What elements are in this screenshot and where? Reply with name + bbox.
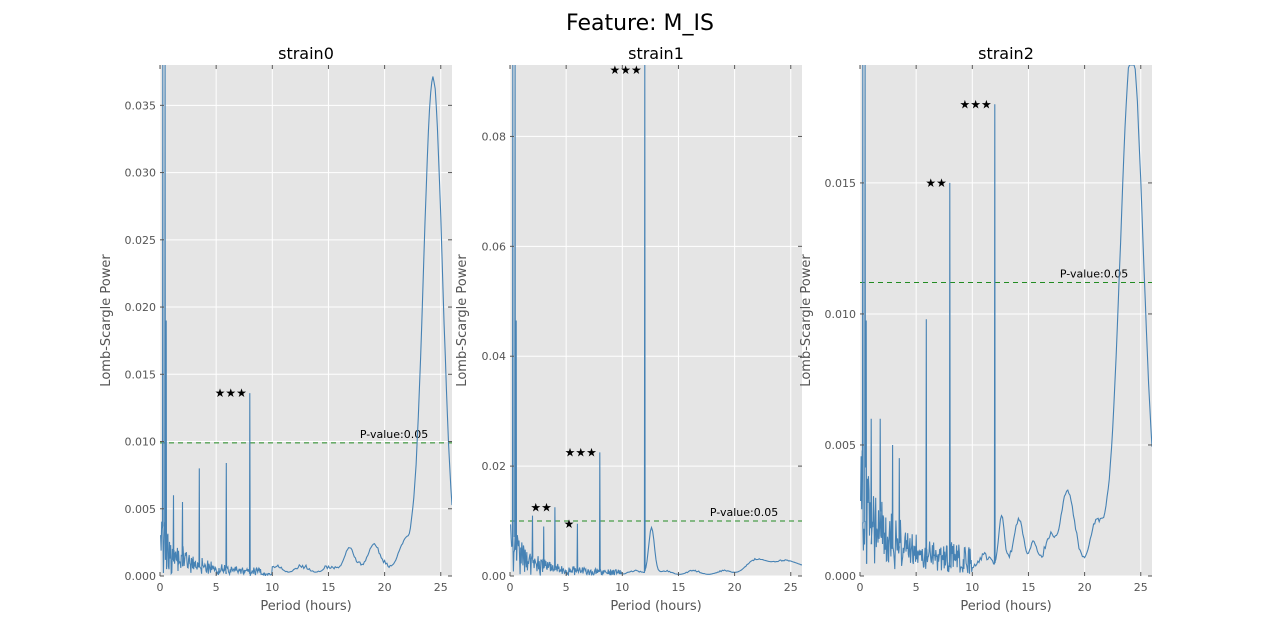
spectrum-line xyxy=(510,65,802,576)
x-tick-label: 25 xyxy=(1134,581,1148,594)
significance-stars: ★ xyxy=(564,517,575,531)
y-tick-label: 0.020 xyxy=(125,301,157,314)
threshold-label: P-value:0.05 xyxy=(710,506,778,519)
x-tick-label: 15 xyxy=(321,581,335,594)
panels: P-value:0.05★★★0 5 10 15 20 250.0000.0050.010… xyxy=(99,44,1152,614)
y-tick-label: 0.06 xyxy=(482,240,507,253)
threshold-label: P-value:0.05 xyxy=(360,428,428,441)
y-tick-label: 0.005 xyxy=(125,503,157,516)
y-tick-label: 0.015 xyxy=(125,368,157,381)
panel-title: strain0 xyxy=(278,44,334,63)
y-axis-label: Lomb-Scargle Power xyxy=(99,254,114,387)
x-tick-label: 15 xyxy=(671,581,685,594)
y-axis-label: Lomb-Scargle Power xyxy=(455,254,470,387)
y-tick-label: 0.00 xyxy=(482,570,507,583)
y-tick-label: 0.015 xyxy=(825,177,857,190)
y-tick-label: 0.025 xyxy=(125,234,157,247)
plot-area xyxy=(860,65,1152,576)
panel-strain2: P-value:0.05★★★★★0 5 10 15 20 250.0000.0050.0… xyxy=(799,44,1152,614)
y-tick-label: 0.000 xyxy=(125,570,157,583)
y-tick-label: 0.035 xyxy=(125,99,157,112)
x-tick-label: 10 xyxy=(965,581,979,594)
x-tick-label: 0 xyxy=(507,581,514,594)
y-tick-label: 0.02 xyxy=(482,460,507,473)
significance-stars: ★★ xyxy=(530,500,552,514)
x-tick-label: 25 xyxy=(434,581,448,594)
x-tick-label: 5 xyxy=(563,581,570,594)
panel-title: strain2 xyxy=(978,44,1034,63)
y-tick-label: 0.04 xyxy=(482,350,507,363)
x-tick-label: 20 xyxy=(728,581,742,594)
y-axis-label: Lomb-Scargle Power xyxy=(799,254,814,387)
spectrum-line xyxy=(860,65,1152,574)
x-axis-label: Period (hours) xyxy=(260,599,351,614)
threshold-label: P-value:0.05 xyxy=(1060,268,1128,281)
significance-stars: ★★★ xyxy=(215,386,247,400)
panel-strain1: P-value:0.05★★★★★★★★★0 5 10 15 20 250.000.020… xyxy=(455,44,802,614)
plot-area xyxy=(510,65,802,576)
y-tick-label: 0.010 xyxy=(825,308,857,321)
significance-stars: ★★★ xyxy=(959,97,991,111)
x-tick-label: 20 xyxy=(378,581,392,594)
x-tick-label: 5 xyxy=(913,581,920,594)
x-tick-label: 15 xyxy=(1021,581,1035,594)
y-tick-label: 0.030 xyxy=(125,167,157,180)
x-tick-label: 5 xyxy=(213,581,220,594)
spectrum-line xyxy=(160,65,452,576)
y-tick-label: 0.000 xyxy=(825,570,857,583)
x-tick-label: 20 xyxy=(1078,581,1092,594)
figure-title: Feature: M_IS xyxy=(566,11,714,36)
panel-title: strain1 xyxy=(628,44,684,63)
y-tick-label: 0.08 xyxy=(482,130,507,143)
y-tick-label: 0.010 xyxy=(125,436,157,449)
x-tick-label: 0 xyxy=(157,581,164,594)
y-tick-label: 0.005 xyxy=(825,439,857,452)
significance-stars: ★★★ xyxy=(565,445,597,459)
plot-area xyxy=(160,65,452,576)
x-axis-label: Period (hours) xyxy=(960,599,1051,614)
x-tick-label: 25 xyxy=(784,581,798,594)
x-tick-label: 10 xyxy=(265,581,279,594)
panel-strain0: P-value:0.05 ★★★ 0 5 10 15 20 25 0.000 0.005 0.010… xyxy=(99,44,452,614)
significance-stars: ★★ xyxy=(925,176,947,190)
x-axis-label: Period (hours) xyxy=(610,599,701,614)
x-tick-label: 0 xyxy=(857,581,864,594)
significance-stars: ★★★ xyxy=(609,63,641,77)
x-tick-label: 10 xyxy=(615,581,629,594)
